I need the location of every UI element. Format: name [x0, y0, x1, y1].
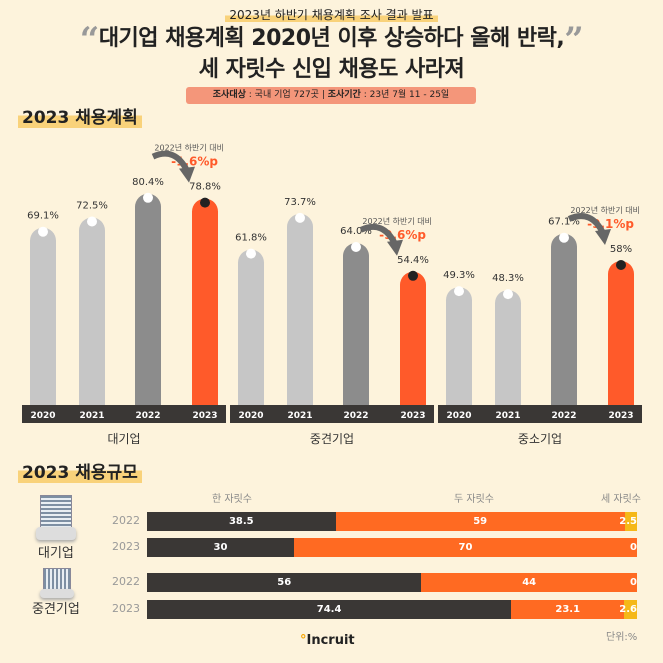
change-note: 2022년 하반기 대비 [154, 143, 224, 153]
bar-marker [143, 192, 153, 203]
kicker: 2023년 하반기 채용계획 조사 결과 발표 [0, 6, 663, 23]
bar-body [192, 211, 218, 405]
bar-segment: 23.1 [511, 600, 625, 619]
bar-segment: 38.5 [147, 512, 336, 531]
bar-segment: 70 [294, 538, 637, 557]
group-label: 대기업 [107, 432, 140, 446]
bar-marker [408, 270, 418, 281]
bar-body [135, 206, 161, 405]
bar-marker [295, 212, 305, 223]
bar-segment: 2.6 [619, 600, 637, 619]
page-title: “대기업 채용계획 2020년 이후 상승하다 올해 반락,” 세 자릿수 신입 … [79, 20, 584, 82]
bar-marker [38, 226, 48, 237]
bar-marker [616, 260, 626, 270]
bar-marker [200, 197, 210, 208]
tick-label: 2021 [495, 411, 520, 421]
stacked-bar: 56440 [147, 573, 637, 592]
change-note: 2022년 하반기 대비 [362, 216, 432, 226]
group-label: 중소기업 [518, 432, 562, 446]
tick-label: 2020 [30, 411, 55, 421]
company-type-label: 대기업 [38, 546, 74, 561]
year-label: 2023 [112, 540, 140, 553]
section-title-scale: 2023 채용규모 [18, 458, 142, 483]
data-label: 69.1% [27, 211, 59, 222]
series-header: 한 자릿수 [212, 494, 252, 505]
data-label: 48.3% [492, 273, 524, 284]
year-label: 2023 [112, 602, 140, 615]
tick-label: 2022 [135, 411, 160, 421]
tick-label: 2023 [608, 411, 633, 421]
bar-segment: 59 [335, 512, 625, 531]
data-label: 49.3% [443, 270, 475, 281]
series-header: 두 자릿수 [454, 494, 494, 505]
year-axis-strip [438, 405, 642, 423]
section-title-plan: 2023 채용계획 [18, 103, 142, 128]
building-icon [40, 568, 74, 598]
data-label: 78.8% [189, 182, 221, 193]
group-label: 중견기업 [310, 432, 354, 446]
stacked-bar: 74.4 23.1 2.6 [147, 600, 637, 619]
tick-label: 2022 [343, 411, 368, 421]
bar-body [287, 226, 313, 405]
bar-marker [351, 242, 361, 252]
tick-label: 2020 [446, 411, 471, 421]
bar-body [238, 262, 264, 405]
year-axis-strip [22, 405, 226, 423]
survey-meta: 조사대상 : 국내 기업 727곳 | 조사기간 : 23년 7월 11 - 2… [186, 87, 476, 104]
open-quote-icon: “ [79, 20, 100, 60]
bar-segment: 56 [147, 573, 422, 592]
year-label: 2022 [112, 575, 140, 588]
arrowhead-icon [179, 166, 195, 183]
close-quote-icon: ” [564, 20, 584, 60]
arrow-icon [567, 213, 606, 235]
bar-marker [87, 216, 97, 227]
bar-segment: 2.5 [619, 512, 637, 531]
bar-segment: 74.4 [147, 600, 512, 619]
year-axis-strip [230, 405, 434, 423]
bar-body [446, 300, 472, 405]
data-label: 64.0% [340, 226, 372, 237]
tick-label: 2023 [400, 411, 425, 421]
hiring-plan-chart: 69.1% 2020 72.5% 2021 80.4% 2022 78.8% 2023 대기업 2… [22, 143, 642, 446]
bar-segment: 30 [147, 538, 294, 557]
data-label: 54.4% [397, 255, 429, 266]
bar-marker [503, 289, 513, 300]
arrow-icon [151, 150, 190, 173]
data-label: 58% [610, 244, 632, 255]
company-type-label: 중견기업 [32, 602, 80, 617]
stacked-bar: 30700 [147, 538, 637, 557]
bar-marker [246, 248, 256, 259]
tick-label: 2022 [551, 411, 576, 421]
bar-body [495, 303, 521, 405]
arrow-icon [359, 223, 398, 246]
building-icon [36, 495, 76, 540]
incruit-logo: °Incruit [300, 633, 355, 648]
bar-marker [559, 232, 569, 243]
unit-label: 단위:% [606, 632, 638, 643]
bar-body [608, 274, 634, 405]
series-header: 세 자릿수 [601, 494, 641, 505]
bar-body [400, 284, 426, 405]
data-label: 61.8% [235, 233, 267, 244]
data-label: 67.1% [548, 217, 580, 228]
tick-label: 2021 [79, 411, 104, 421]
year-label: 2022 [112, 514, 140, 527]
stacked-bar: 38.5 59 2.5 [147, 512, 637, 531]
bar-body [551, 246, 577, 405]
data-label: 80.4% [132, 177, 164, 188]
tick-label: 2020 [238, 411, 263, 421]
bar-body [30, 240, 56, 405]
bar-body [343, 256, 369, 405]
data-label: 73.7% [284, 197, 316, 208]
arrowhead-icon [595, 229, 611, 245]
arrowhead-icon [387, 239, 403, 256]
data-label: 72.5% [76, 201, 108, 212]
tick-label: 2021 [287, 411, 312, 421]
bar-body [79, 230, 105, 405]
bar-marker [454, 286, 464, 297]
bar-segment: 44 [421, 573, 637, 592]
tick-label: 2023 [192, 411, 217, 421]
change-note: 2022년 하반기 대비 [570, 205, 640, 215]
